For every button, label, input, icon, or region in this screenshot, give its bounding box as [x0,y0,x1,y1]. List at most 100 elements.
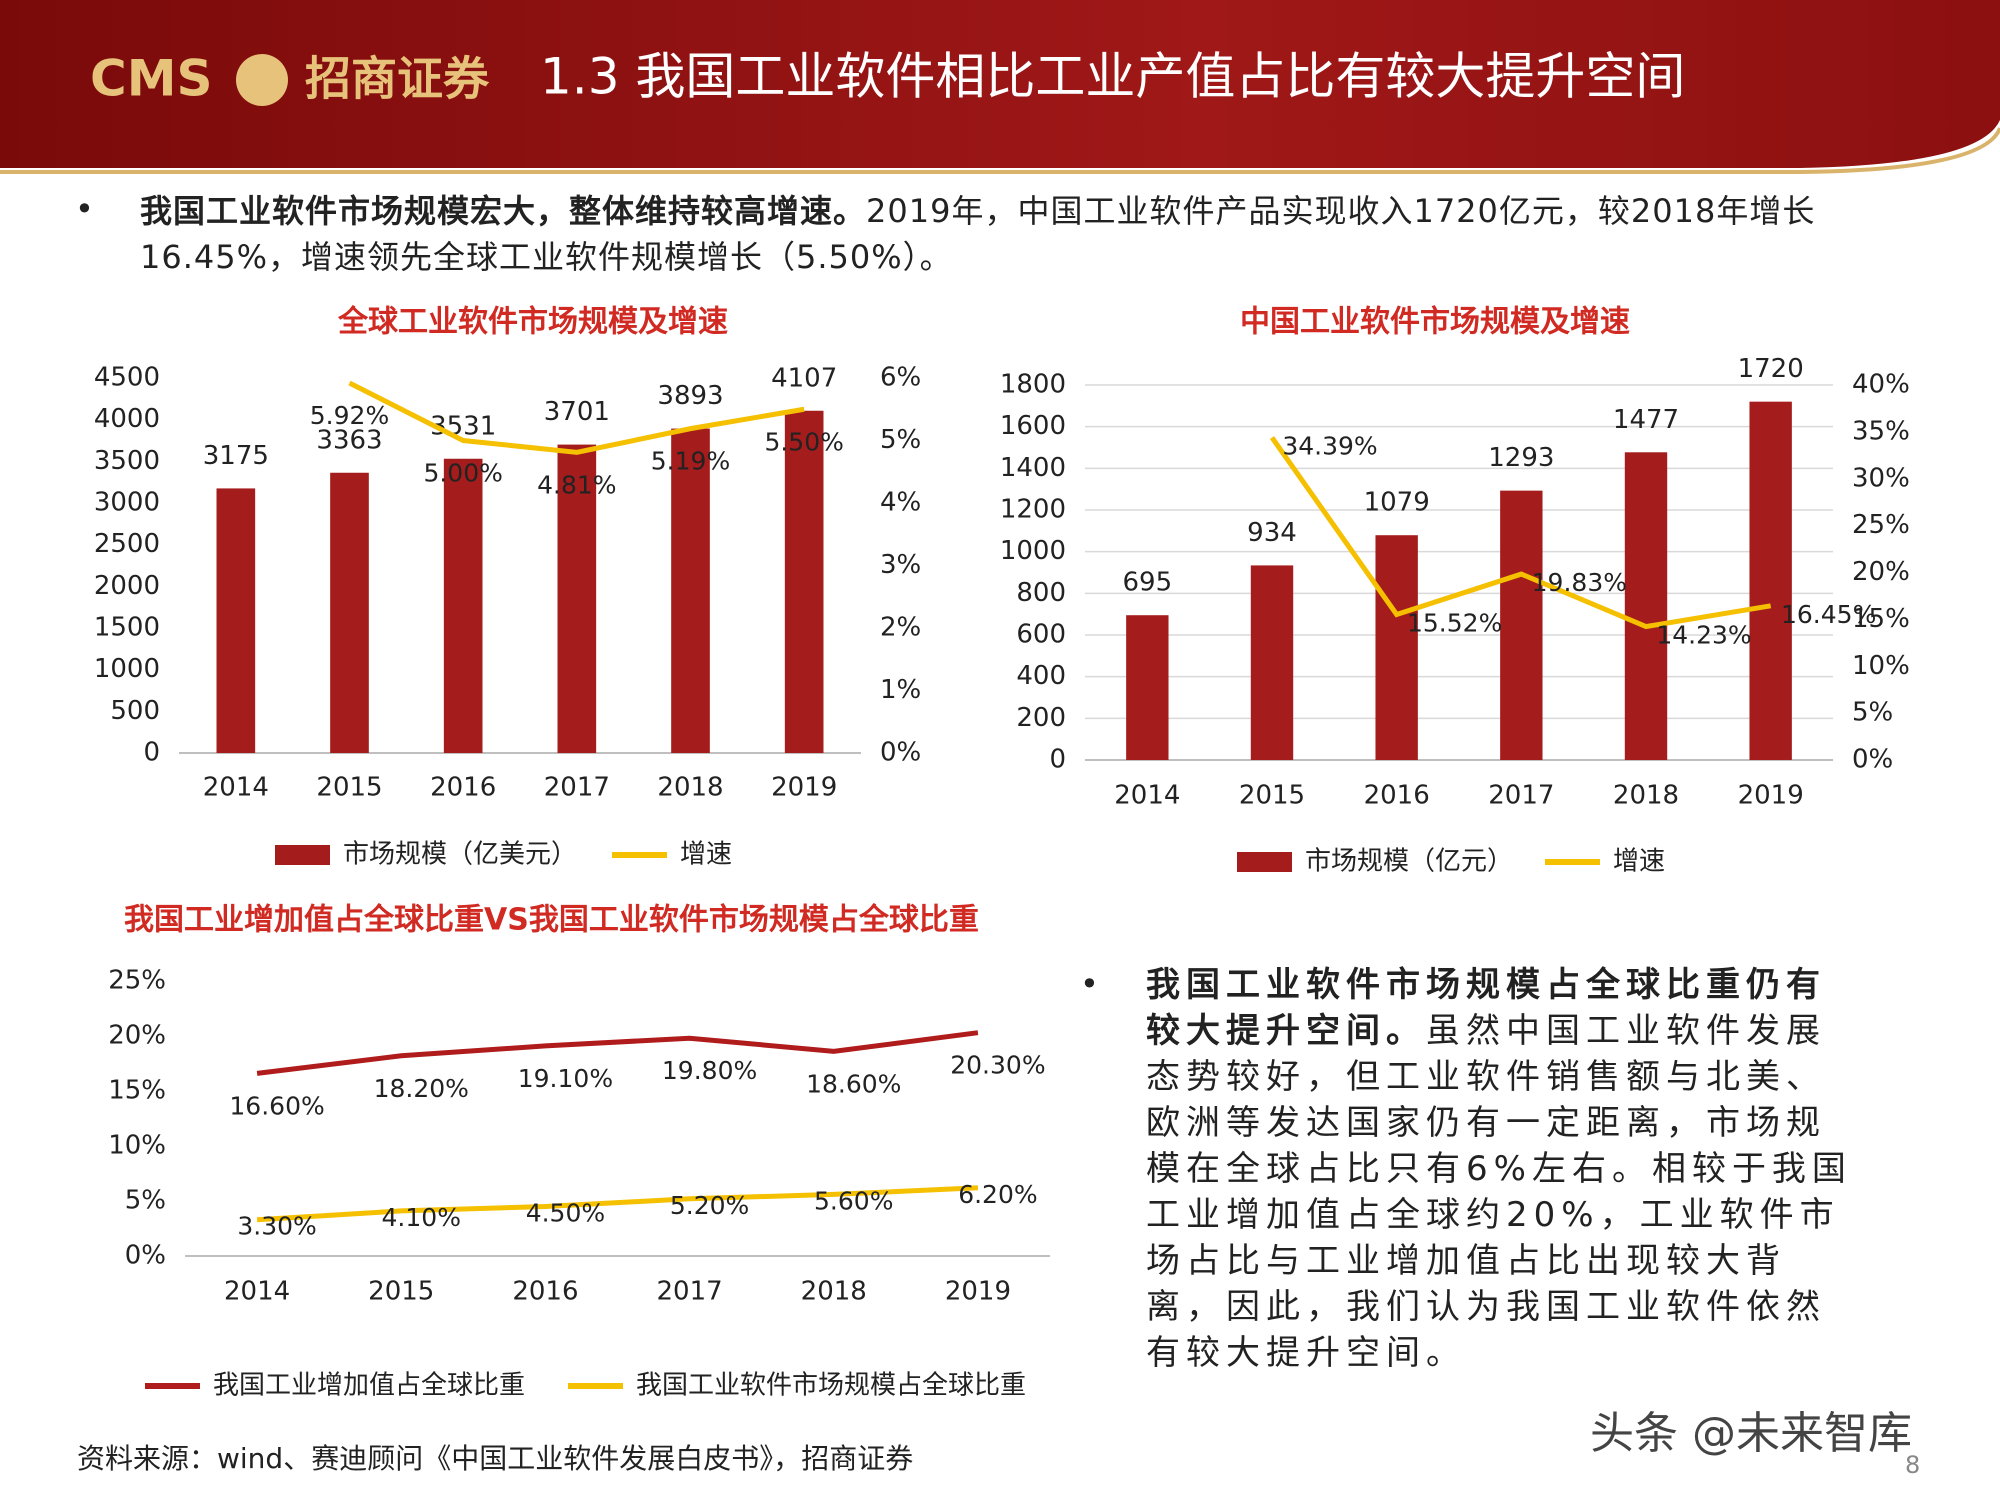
data-label: 16.45% [1781,600,1876,629]
y2-tick-label: 35% [1852,416,1910,446]
line [256,1185,979,1223]
x-tick-label: 2014 [1114,781,1180,811]
bullet-dot: • [1080,965,1099,1003]
slide-title: 1.3 我国工业软件相比工业产值占比有较大提升空间 [540,48,1685,106]
x-tick-label: 2019 [771,773,837,803]
data-label: 1079 [1364,488,1430,518]
y2-tick-label: 2% [880,613,921,643]
bar [1126,615,1169,760]
x-tick-label: 2014 [224,1277,290,1307]
y-tick-label: 5% [125,1186,166,1216]
data-label: 20.30% [950,1051,1045,1080]
bar [330,472,369,753]
bar [557,444,597,753]
data-label: 4.50% [526,1199,605,1228]
y-tick-label: 600 [1016,620,1066,650]
y-tick-label: 0 [143,738,160,768]
data-label: 4.10% [382,1203,461,1232]
chart-title: 中国工业软件市场规模及增速 [1240,305,1630,340]
bullet-dot: • [75,190,94,228]
y2-tick-label: 4% [880,488,921,518]
y-tick-label: 1400 [1000,453,1066,483]
y-tick-label: 2000 [94,571,160,601]
data-label: 1477 [1613,405,1679,435]
x-tick-label: 2016 [1364,781,1430,811]
y-tick-label: 1000 [94,654,160,684]
x-tick-label: 2014 [203,773,269,803]
y-tick-label: 1500 [94,613,160,643]
y-tick-label: 0 [1049,745,1066,775]
chart-title: 全球工业软件市场规模及增速 [337,305,728,340]
y2-tick-label: 5% [880,425,921,455]
legend-label: 我国工业软件市场规模占全球比重 [636,1371,1026,1401]
y-tick-label: 15% [108,1076,166,1106]
data-label: 1720 [1738,354,1804,384]
legend-label: 增速 [680,840,732,870]
y-tick-label: 1600 [1000,411,1066,441]
y2-tick-label: 20% [1852,557,1910,587]
x-tick-label: 2017 [1488,781,1554,811]
bar [671,428,710,753]
x-tick-label: 2019 [1738,781,1804,811]
y-tick-label: 3000 [94,488,160,518]
y-tick-label: 200 [1016,703,1066,733]
bullet-text: 虽然中国工业软件发展态势较好，但工业软件销售额与北美、欧洲等发达国家仍有一定距离… [1146,1011,1852,1373]
data-label: 5.92% [310,401,389,430]
y-tick-label: 1200 [1000,495,1066,525]
y-tick-label: 500 [110,696,160,726]
data-label: 5.20% [670,1191,749,1220]
x-tick-label: 2018 [801,1277,867,1307]
logo-emblem [236,54,288,106]
y-tick-label: 25% [108,966,166,996]
data-label: 18.60% [806,1069,901,1098]
data-label: 14.23% [1656,621,1751,650]
y2-tick-label: 5% [1852,698,1893,728]
x-tick-label: 2017 [656,1277,722,1307]
data-label: 6.20% [958,1180,1037,1209]
data-label: 34.39% [1282,432,1377,461]
y-tick-label: 1800 [1000,370,1066,400]
bar [216,488,256,753]
y-tick-label: 4000 [94,404,160,434]
data-label: 1293 [1488,443,1554,473]
y2-tick-label: 40% [1852,370,1910,400]
bullet-paragraph: 我国工业软件市场规模占全球比重仍有较大提升空间。虽然中国工业软件发展态势较好，但… [1146,962,1862,1376]
bar [1375,535,1418,760]
data-label: 19.83% [1532,568,1627,597]
data-label: 3175 [203,441,269,471]
x-tick-label: 2019 [945,1277,1011,1307]
logo-text: CMS [90,50,212,108]
data-label: 16.60% [229,1091,324,1120]
y2-tick-label: 25% [1852,510,1910,540]
header-band [0,0,2000,168]
x-tick-label: 2016 [512,1277,578,1307]
x-tick-label: 2015 [1239,781,1305,811]
y-tick-label: 4500 [94,363,160,393]
y-tick-label: 400 [1016,661,1066,691]
data-label: 4107 [771,363,837,393]
data-label: 19.80% [662,1056,757,1085]
data-label: 3363 [316,425,382,455]
y2-tick-label: 0% [880,738,921,768]
y-tick-label: 20% [108,1021,166,1051]
y2-tick-label: 30% [1852,463,1910,493]
legend-label: 市场规模（亿元） [1305,847,1513,877]
legend-swatch [275,845,330,865]
bullet-lead: 我国工业软件市场规模宏大，整体维持较高增速。 [140,192,867,230]
logo-brand: 招商证券 [305,52,490,106]
bar [784,410,824,753]
y-tick-label: 10% [108,1131,166,1161]
data-label: 695 [1123,568,1173,598]
y2-tick-label: 15% [1852,604,1910,634]
bar [443,458,483,753]
page-number: 8 [1905,1451,1920,1479]
data-label: 5.00% [423,459,502,488]
x-tick-label: 2017 [544,773,610,803]
data-label: 5.50% [764,427,843,456]
y2-tick-label: 3% [880,550,921,580]
data-label: 18.20% [374,1074,469,1103]
data-label: 934 [1247,518,1297,548]
line [1269,436,1772,630]
